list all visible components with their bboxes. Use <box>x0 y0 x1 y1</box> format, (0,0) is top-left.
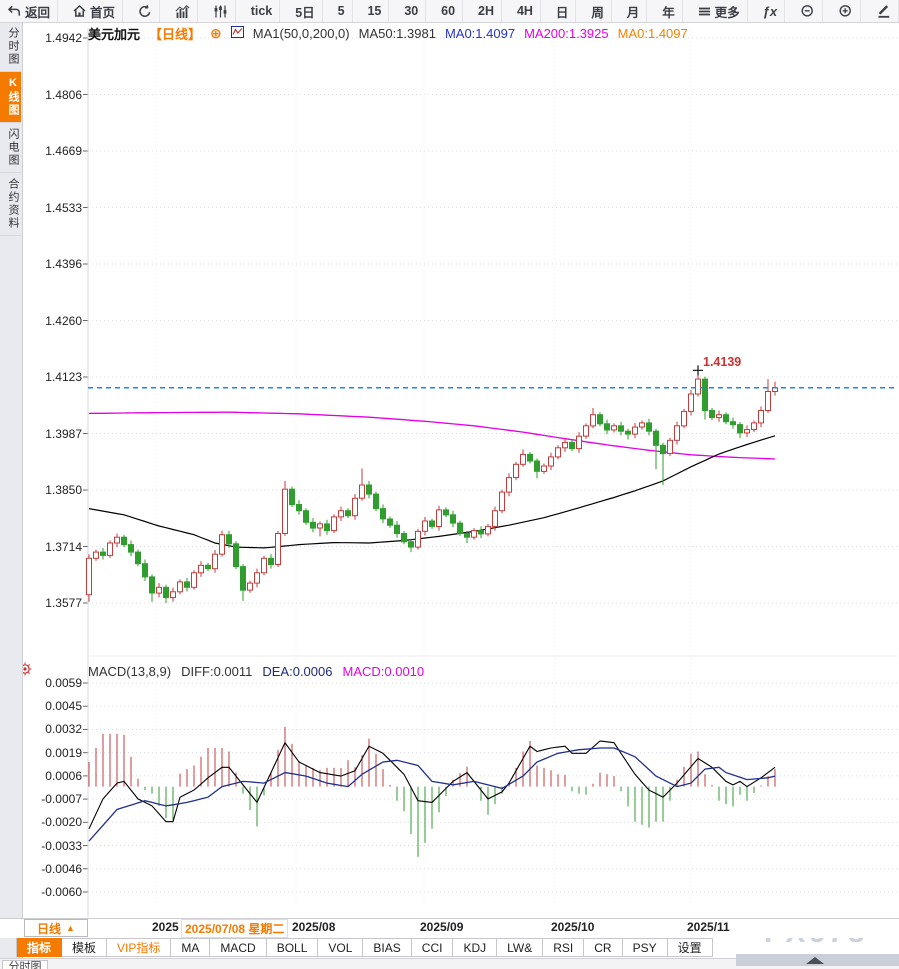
macd-y-label: 0.0019 <box>45 745 82 760</box>
toolbar-item-period-year[interactable]: 年 <box>655 0 683 22</box>
period-selector-button[interactable]: 日线 ▲ <box>24 919 88 937</box>
sidebar-tab-time-chart[interactable]: 分时图 <box>0 22 21 72</box>
main-y-label: 1.3714 <box>45 539 82 554</box>
x-axis-date-label: 2025/11 <box>687 920 730 934</box>
scroll-up-arrow-icon[interactable] <box>806 957 824 964</box>
clipped-bottom-tab[interactable]: 分时图 <box>2 960 48 969</box>
mini-chart-icon <box>230 26 244 41</box>
diff-value: DIFF:0.0011 <box>181 664 253 679</box>
main-y-label: 1.4533 <box>45 200 82 215</box>
ma50-value: MA50:1.3981 <box>358 26 436 41</box>
bottom-scrollbar-track[interactable] <box>0 958 899 969</box>
toolbar-item-period-month[interactable]: 月 <box>620 0 648 22</box>
toolbar-item-home[interactable]: 首页 <box>66 0 123 22</box>
selected-date-label: 2025/07/08 星期二 <box>181 919 289 938</box>
main-y-label: 1.3577 <box>45 596 82 610</box>
left-sidebar: 分时图 K线图 闪电图 合约资料 <box>0 22 23 958</box>
x-axis-date-label: 2025 <box>152 920 179 934</box>
add-indicator-icon[interactable]: ⊕ <box>210 25 222 41</box>
main-y-label: 1.3987 <box>45 426 82 441</box>
indicator-tab-macd[interactable]: MACD <box>210 938 267 957</box>
indicator-tab-cci[interactable]: CCI <box>411 938 454 957</box>
main-y-label: 1.4806 <box>45 87 82 102</box>
main-y-label: 1.3850 <box>45 483 82 497</box>
toolbar-item-period-15[interactable]: 15 <box>360 0 390 22</box>
toolbar-item-more[interactable]: 更多 <box>691 0 748 22</box>
macd-y-label: -0.0033 <box>41 838 82 853</box>
toolbar-item-period-day[interactable]: 日 <box>549 0 577 22</box>
indicator-tab-bias[interactable]: BIAS <box>363 938 412 957</box>
ma200-value: MA200:1.3925 <box>524 26 609 41</box>
indicator-tab-14[interactable]: 设置 <box>667 938 713 957</box>
toolbar-item-fx-tools[interactable]: ƒx <box>756 0 786 22</box>
toolbar-item-period-2h[interactable]: 2H <box>471 0 502 22</box>
macd-y-label: -0.0020 <box>41 815 82 830</box>
indicator-tab-cr[interactable]: CR <box>584 938 623 957</box>
macd-y-label: 0.0045 <box>45 699 82 714</box>
indicator-tab-psy[interactable]: PSY <box>622 938 668 957</box>
high-price-annotation: 1.4139 <box>703 355 742 369</box>
indicator-tab-vol[interactable]: VOL <box>318 938 364 957</box>
macd-y-label: 0.0032 <box>45 722 82 737</box>
main-y-label: 1.4942 <box>45 31 82 45</box>
main-y-label: 1.4396 <box>45 257 82 271</box>
macd-settings-label: MACD(13,8,9) <box>88 664 172 679</box>
chart-plot-area[interactable] <box>88 30 897 905</box>
macd-y-label: -0.0046 <box>41 861 82 876</box>
indicator-tab-lw[interactable]: LW& <box>497 938 544 957</box>
sidebar-tab-lightning-chart[interactable]: 闪电图 <box>0 123 21 173</box>
toolbar-item-period-tick[interactable]: tick <box>244 0 281 22</box>
toolbar-item-draw[interactable] <box>869 0 899 22</box>
main-y-label: 1.4260 <box>45 313 82 328</box>
indicator-tab-boll[interactable]: BOLL <box>266 938 319 957</box>
toolbar-item-chart-type-bar[interactable] <box>168 0 198 22</box>
indicator-tab-kdj[interactable]: KDJ <box>453 938 498 957</box>
period-tag: 【日线】 <box>149 27 202 42</box>
indicator-tabs-row: 指标 模板 VIP指标 MA MACD BOLL VOL BIAS CCI KDJ LW& RSI CR… <box>16 938 713 957</box>
macd-y-label: -0.0060 <box>41 885 82 899</box>
macd-value: MACD:0.0010 <box>342 664 425 679</box>
macd-y-label: 0.0059 <box>45 676 82 690</box>
toolbar-item-period-60[interactable]: 60 <box>434 0 464 22</box>
main-y-label: 1.4669 <box>45 144 82 158</box>
x-axis-date-label: 2025/09 <box>420 920 464 934</box>
indicator-tab-0[interactable]: 指标 <box>17 938 63 957</box>
toolbar-item-refresh[interactable] <box>131 0 160 22</box>
chevron-up-icon: ▲ <box>66 923 75 933</box>
toolbar-item-period-30[interactable]: 30 <box>397 0 427 22</box>
symbol-name: 美元加元 <box>88 27 141 42</box>
indicator-tab-rsi[interactable]: RSI <box>543 938 585 957</box>
toolbar-item-chart-type-candle[interactable] <box>206 0 236 22</box>
toolbar-item-back[interactable]: 返回 <box>0 0 59 22</box>
toolbar-item-zoom-out[interactable] <box>793 0 824 22</box>
toolbar-item-period-5[interactable]: 5 <box>331 0 353 22</box>
main-y-label: 1.4123 <box>45 370 82 384</box>
x-axis-date-label: 2025/10 <box>551 920 595 934</box>
toolbar-item-period-5d[interactable]: 5日 <box>288 0 323 22</box>
indicator-tab-ma[interactable]: MA <box>171 938 211 957</box>
dea-value: DEA:0.0006 <box>262 664 333 679</box>
toolbar-item-period-week[interactable]: 周 <box>584 0 612 22</box>
ma0-orange-value: MA0:1.4097 <box>617 26 688 41</box>
indicator-tab-2[interactable]: VIP指标 <box>107 938 172 957</box>
macd-y-label: -0.0007 <box>41 792 82 807</box>
top-toolbar: 返回 首页 tick 5日 5 15 30 60 2H 4H 日周月年更多 ƒx <box>0 0 899 23</box>
sidebar-tab-kline-chart[interactable]: K线图 <box>0 72 21 123</box>
macd-y-label: 0.0006 <box>45 768 82 783</box>
chart-header: 美元加元 【日线】 ⊕ MA1(50,0,200,0) MA50:1.3981 … <box>88 24 688 43</box>
macd-header: MACD(13,8,9) DIFF:0.0011 DEA:0.0006 MACD… <box>88 664 424 679</box>
ma-settings-label: MA1(50,0,200,0) <box>252 26 350 41</box>
x-axis-date-label: 2025/08 <box>292 920 336 934</box>
sidebar-tab-contract-info[interactable]: 合约资料 <box>0 173 21 236</box>
toolbar-item-zoom-in[interactable] <box>831 0 861 22</box>
indicator-tab-1[interactable]: 模板 <box>62 938 108 957</box>
toolbar-item-period-4h[interactable]: 4H <box>510 0 541 22</box>
ma0-blue-value: MA0:1.4097 <box>444 26 516 41</box>
